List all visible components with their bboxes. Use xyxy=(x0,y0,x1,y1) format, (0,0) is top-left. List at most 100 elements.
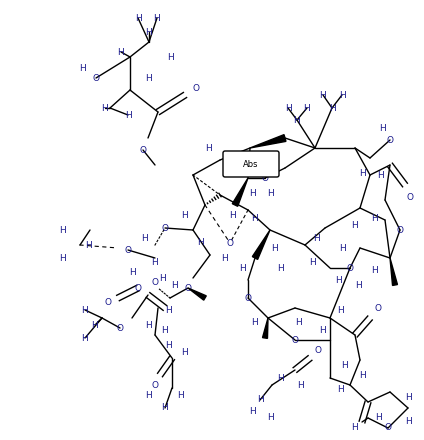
Text: H: H xyxy=(153,14,160,22)
Text: H: H xyxy=(125,110,131,120)
Text: H: H xyxy=(102,103,109,113)
Text: O: O xyxy=(396,225,404,235)
Text: O: O xyxy=(262,173,268,183)
Text: H: H xyxy=(59,253,65,263)
Text: H: H xyxy=(339,91,346,99)
Text: H: H xyxy=(251,213,258,223)
Text: H: H xyxy=(354,281,361,290)
Text: O: O xyxy=(374,304,382,312)
Text: H: H xyxy=(145,390,151,400)
Text: H: H xyxy=(229,210,235,220)
Text: O: O xyxy=(162,224,168,232)
Text: H: H xyxy=(92,320,98,330)
Text: H: H xyxy=(177,390,183,400)
Text: H: H xyxy=(267,414,273,422)
Text: H: H xyxy=(318,326,325,334)
Text: H: H xyxy=(404,418,411,426)
Text: O: O xyxy=(387,136,393,144)
Text: O: O xyxy=(407,193,413,202)
Text: O: O xyxy=(385,423,391,433)
Text: H: H xyxy=(379,124,385,132)
Text: H: H xyxy=(309,257,315,267)
Text: O: O xyxy=(104,297,112,307)
Text: H: H xyxy=(294,116,300,125)
Text: H: H xyxy=(371,265,378,275)
Text: H: H xyxy=(276,264,283,272)
Text: O: O xyxy=(134,283,142,293)
Text: H: H xyxy=(371,213,378,223)
Text: O: O xyxy=(125,246,131,254)
Text: O: O xyxy=(346,264,354,272)
Text: H: H xyxy=(85,241,92,249)
Text: H: H xyxy=(375,414,381,422)
Text: H: H xyxy=(59,225,65,235)
Text: H: H xyxy=(152,257,159,267)
Text: O: O xyxy=(151,278,159,286)
Text: O: O xyxy=(226,238,234,247)
Text: H: H xyxy=(128,268,135,276)
Text: H: H xyxy=(329,103,335,113)
Text: H: H xyxy=(276,374,283,382)
Text: H: H xyxy=(312,234,319,242)
Text: H: H xyxy=(351,220,358,230)
Polygon shape xyxy=(232,178,248,206)
Text: H: H xyxy=(351,423,358,433)
Text: H: H xyxy=(222,253,229,263)
Text: H: H xyxy=(267,188,273,198)
Polygon shape xyxy=(252,230,270,260)
Text: H: H xyxy=(342,360,349,370)
Text: O: O xyxy=(151,381,159,389)
Text: H: H xyxy=(285,103,291,113)
Text: H: H xyxy=(337,305,343,315)
Text: H: H xyxy=(159,274,166,282)
Text: H: H xyxy=(181,210,188,220)
Text: H: H xyxy=(80,63,86,73)
Text: H: H xyxy=(142,234,148,242)
Text: H: H xyxy=(172,281,179,290)
Text: H: H xyxy=(162,403,168,412)
Text: H: H xyxy=(82,334,88,342)
Text: H: H xyxy=(145,320,151,330)
Text: H: H xyxy=(181,348,188,356)
Text: H: H xyxy=(320,91,326,99)
Text: H: H xyxy=(359,370,365,379)
Text: H: H xyxy=(272,243,279,253)
Text: O: O xyxy=(192,84,200,92)
Text: O: O xyxy=(184,283,192,293)
Text: H: H xyxy=(337,385,343,395)
Text: H: H xyxy=(248,407,255,417)
Text: H: H xyxy=(145,73,152,83)
Text: H: H xyxy=(239,264,245,272)
Text: O: O xyxy=(92,73,100,83)
Text: H: H xyxy=(335,275,341,285)
Text: H: H xyxy=(82,305,88,315)
Text: H: H xyxy=(167,52,173,62)
Polygon shape xyxy=(390,258,397,286)
Text: O: O xyxy=(139,146,147,154)
Text: O: O xyxy=(292,335,298,345)
Text: H: H xyxy=(295,318,301,326)
Polygon shape xyxy=(250,135,286,148)
Text: O: O xyxy=(117,323,123,333)
Text: H: H xyxy=(304,103,310,113)
Text: H: H xyxy=(117,48,124,56)
Text: H: H xyxy=(165,341,171,349)
Text: H: H xyxy=(205,143,212,153)
Text: O: O xyxy=(245,293,251,303)
Text: H: H xyxy=(359,169,365,177)
Text: H: H xyxy=(297,381,304,389)
Text: O: O xyxy=(315,345,321,355)
Text: H: H xyxy=(135,14,141,22)
FancyBboxPatch shape xyxy=(223,151,279,177)
Text: H: H xyxy=(339,243,346,253)
Text: H: H xyxy=(145,28,152,37)
Text: H: H xyxy=(404,393,411,403)
Text: Abs: Abs xyxy=(243,160,259,169)
Text: H: H xyxy=(197,238,204,246)
Text: H: H xyxy=(251,318,258,326)
Text: H: H xyxy=(165,305,171,315)
Polygon shape xyxy=(188,288,206,300)
Text: H: H xyxy=(257,396,263,404)
Polygon shape xyxy=(262,318,268,338)
Text: H: H xyxy=(377,171,383,180)
